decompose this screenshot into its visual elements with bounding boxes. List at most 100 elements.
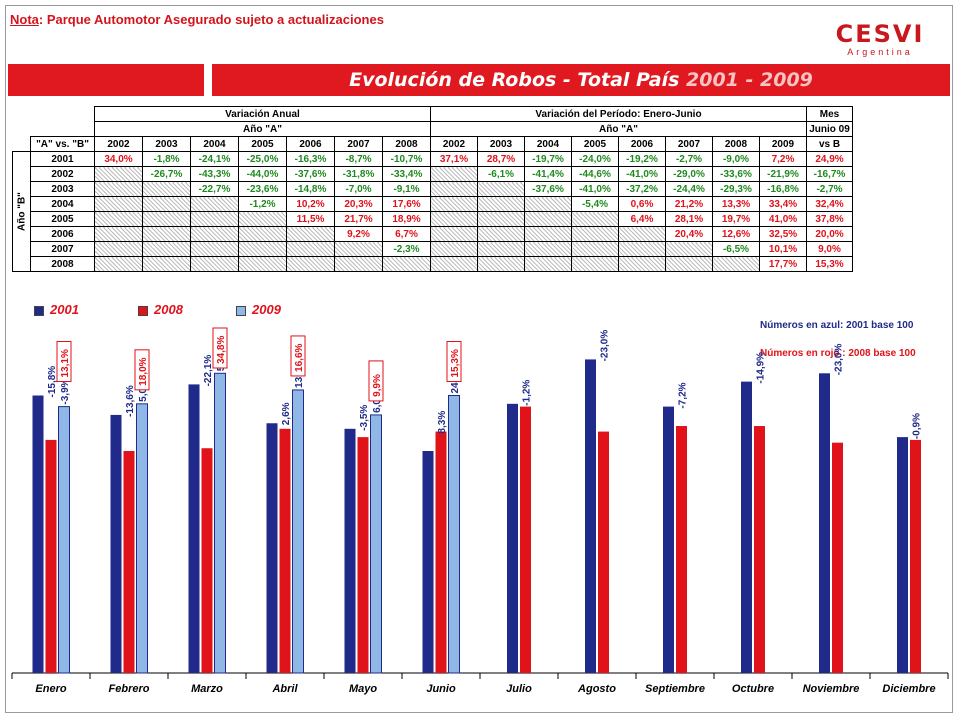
bar-2001-diciembre — [897, 437, 908, 673]
data-label-2008-vs-2001: -23,0% — [600, 330, 611, 362]
hatched-cell — [142, 181, 191, 197]
hatched-cell — [238, 241, 287, 257]
logo-name: CESVI — [835, 20, 925, 48]
table-corner: "A" vs. "B" — [30, 136, 95, 152]
banner-title: Evolución de Robos - Total País 2001 - 2… — [349, 69, 813, 91]
legend-swatch-2001 — [34, 305, 44, 316]
data-label-2008-vs-2001: -15,8% — [47, 366, 58, 398]
hatched-cell — [712, 256, 760, 272]
x-tick-label-marzo: Marzo — [191, 683, 223, 695]
bar-2008-enero — [45, 439, 57, 673]
data-label-2008-vs-2001: -13,6% — [125, 385, 136, 417]
note-blue-base: Números en azul: 2001 base 100 — [760, 320, 914, 331]
hatched-cell — [524, 196, 572, 212]
legend-item-2009: 2009 — [236, 302, 281, 317]
x-tick-label-febrero: Febrero — [109, 683, 150, 695]
banner-left — [8, 64, 204, 96]
x-tick-label-noviembre: Noviembre — [803, 683, 860, 695]
x-tick-label-diciembre: Diciembre — [882, 683, 935, 695]
bar-2001-octubre — [741, 381, 752, 673]
data-label-box-2009-vs-2008 — [56, 341, 72, 382]
table-row: 2005 11,5% 21,7% 18,9% 6,4% 28,1% 19,7% 41,0% 37… — [13, 211, 853, 227]
hatched-cell — [94, 256, 143, 272]
bar-2009-mayo — [370, 414, 382, 674]
bar-2001-noviembre — [819, 373, 830, 673]
bar-2001-junio — [422, 451, 434, 673]
hatched-cell — [571, 256, 619, 272]
hatched-cell — [334, 256, 383, 272]
hatched-cell — [524, 241, 572, 257]
data-label-box-2009-vs-2008 — [446, 341, 462, 382]
x-tick-label-julio: Julio — [506, 683, 532, 695]
hatched-cell — [524, 256, 572, 272]
header-mes: Mes — [806, 106, 853, 122]
hatched-cell — [618, 226, 666, 242]
legend-item-2008: 2008 — [138, 302, 183, 317]
hatched-cell — [477, 256, 525, 272]
banner-right — [212, 64, 950, 96]
col-header-annual: 2003 — [142, 136, 191, 152]
bar-2008-febrero — [123, 451, 135, 673]
variation-table: Variación Anual Variación del Período: E… — [12, 106, 853, 272]
hatched-cell — [571, 211, 619, 227]
data-label-2009-vs-2001: -3,9% — [60, 378, 71, 404]
hatched-cell — [142, 241, 191, 257]
hatched-cell — [382, 256, 431, 272]
hatched-cell — [477, 196, 525, 212]
data-label-2009-vs-2008: 15,3% — [450, 349, 461, 377]
bar-2008-septiembre — [676, 426, 687, 673]
table-row: 2002 -26,7% -43,3% -44,0% -37,6% -31,8% -33,4%… — [13, 166, 853, 182]
table-cell-mes: 15,3% — [806, 256, 853, 272]
hatched-cell — [477, 181, 525, 197]
bar-2008-mayo — [357, 437, 369, 673]
bar-2008-julio — [520, 406, 531, 673]
data-label-2008-vs-2001: 2,6% — [281, 402, 292, 425]
hatched-cell — [618, 241, 666, 257]
hatched-cell — [430, 241, 478, 257]
bar-2009-junio — [448, 395, 460, 674]
hatched-cell — [430, 256, 478, 272]
data-label-2009-vs-2008: 9,9% — [372, 374, 383, 397]
col-header-annual: 2005 — [238, 136, 287, 152]
note-text: Nota: Parque Automotor Asegurado sujeto … — [10, 12, 384, 27]
data-label-2008-vs-2001: -22,1% — [203, 355, 214, 387]
data-label-2008-vs-2001: -0,9% — [912, 413, 923, 439]
legend-item-2001: 2001 — [34, 302, 79, 317]
cesvi-logo: CESVI Argentina — [834, 22, 926, 57]
data-label-2009-vs-2001: 6,0% — [372, 390, 383, 413]
data-label-box-2009-vs-2008 — [212, 327, 228, 369]
col-header-period: 2009 — [759, 136, 807, 152]
row-year: 2008 — [30, 256, 95, 272]
data-label-box-2009-vs-2008 — [134, 349, 150, 391]
data-label-2009-vs-2008: 18,0% — [138, 357, 149, 385]
data-label-2008-vs-2001: -7,2% — [678, 382, 689, 408]
bar-2001-septiembre — [663, 406, 674, 673]
x-tick-label-mayo: Mayo — [349, 683, 377, 695]
bar-2008-abril — [279, 428, 291, 673]
bar-2009-abril — [292, 389, 304, 674]
x-tick-label-octubre: Octubre — [732, 683, 774, 695]
col-header-period: 2005 — [571, 136, 619, 152]
hatched-cell — [94, 166, 143, 182]
col-header-period: 2007 — [665, 136, 713, 152]
logo-sub: Argentina — [847, 47, 913, 57]
col-header-period: 2002 — [430, 136, 478, 152]
bar-2001-mayo — [344, 428, 356, 673]
bar-2009-enero — [58, 406, 70, 674]
bar-2008-octubre — [754, 426, 765, 673]
data-label-2008-vs-2001: -14,9% — [756, 352, 767, 384]
bar-2001-agosto — [585, 359, 596, 673]
header-period: Variación del Período: Enero-Junio — [430, 106, 807, 122]
col-header-annual: 2004 — [190, 136, 239, 152]
bar-2008-junio — [435, 431, 447, 673]
hatched-cell — [238, 211, 287, 227]
hatched-cell — [238, 256, 287, 272]
x-tick-label-junio: Junio — [426, 683, 456, 695]
x-tick-label-enero: Enero — [35, 683, 66, 695]
table-row: 2008 17,7% 15,3% — [13, 256, 853, 272]
bar-2001-enero — [32, 395, 44, 673]
hatched-cell — [430, 226, 478, 242]
x-tick-label-abril: Abril — [271, 683, 298, 695]
col-header-period: 2006 — [618, 136, 666, 152]
